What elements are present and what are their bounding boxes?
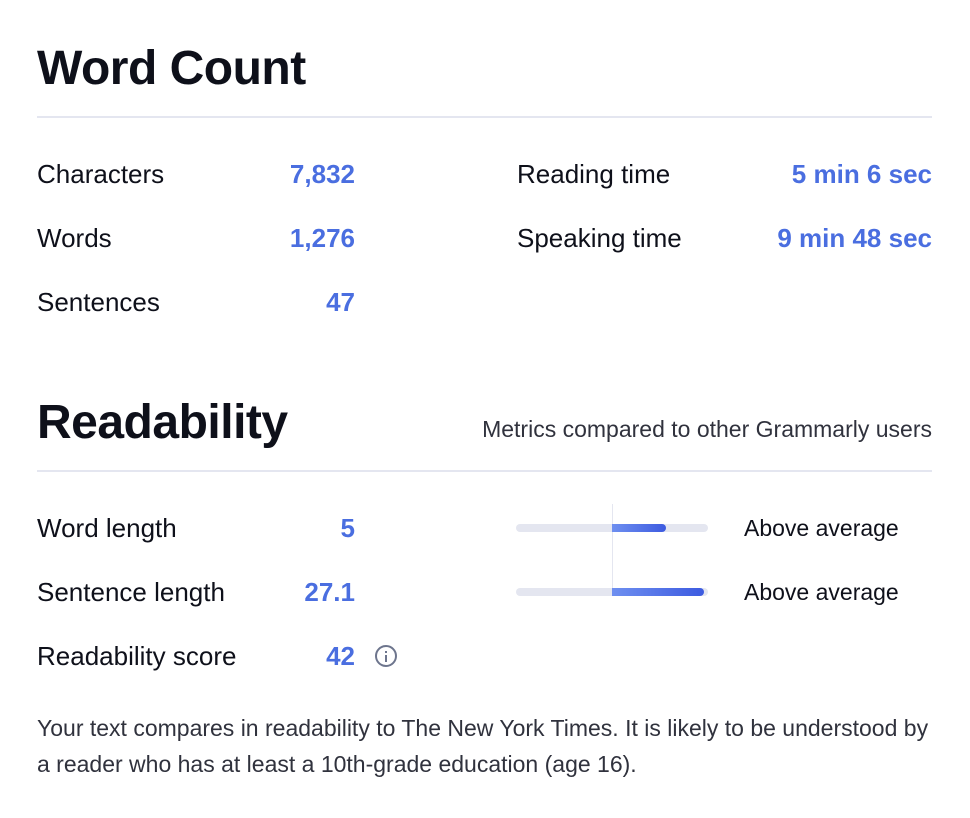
readability-description: Your text compares in readability to The…	[37, 715, 929, 777]
stat-row-reading-time: Reading time 5 min 6 sec	[517, 142, 932, 206]
metric-label: Word length	[37, 512, 177, 543]
stat-value: 7,832	[289, 158, 355, 189]
comparison-bar-fill	[612, 524, 666, 532]
metric-row-word-length: Word length 5 Above average	[37, 496, 932, 560]
word-count-title: Word Count	[37, 42, 306, 95]
average-marker-line	[612, 504, 613, 596]
word-count-stats: Characters 7,832 Words 1,276 Sentences 4…	[37, 118, 932, 334]
metric-value: 27.1	[304, 576, 355, 607]
stat-row-characters: Characters 7,832	[37, 142, 355, 206]
metric-label: Readability score	[37, 640, 237, 671]
readability-metrics: Word length 5 Above average Sentence len…	[37, 472, 932, 688]
stat-value: 47	[326, 286, 355, 317]
comparison-bar-fill	[612, 588, 704, 596]
metric-status: Above average	[744, 578, 899, 605]
stat-label: Characters	[37, 158, 165, 189]
word-count-left-column: Characters 7,832 Words 1,276 Sentences 4…	[37, 142, 355, 334]
word-count-header: Word Count	[37, 0, 932, 118]
metric-status: Above average	[744, 514, 899, 541]
stat-value: 1,276	[289, 222, 355, 253]
stat-value: 9 min 48 sec	[777, 222, 932, 253]
comparison-bar	[516, 524, 708, 532]
stat-row-speaking-time: Speaking time 9 min 48 sec	[517, 206, 932, 270]
readability-title: Readability	[37, 396, 288, 449]
stat-label: Words	[37, 222, 112, 253]
stat-label: Sentences	[37, 286, 160, 317]
info-icon[interactable]	[375, 645, 397, 667]
metric-row-readability-score: Readability score 42	[37, 624, 932, 688]
word-count-right-column: Reading time 5 min 6 sec Speaking time 9…	[517, 142, 932, 334]
comparison-bar	[516, 588, 708, 596]
metric-row-sentence-length: Sentence length 27.1 Above average	[37, 560, 932, 624]
stat-label: Reading time	[517, 158, 671, 189]
stat-row-words: Words 1,276	[37, 206, 355, 270]
metric-label: Sentence length	[37, 576, 225, 607]
readability-subtitle: Metrics compared to other Grammarly user…	[482, 416, 932, 442]
stat-value: 5 min 6 sec	[791, 158, 932, 189]
metric-value: 42	[326, 640, 355, 671]
stat-label: Speaking time	[517, 222, 682, 253]
metric-value: 5	[340, 512, 355, 543]
stat-row-sentences: Sentences 47	[37, 270, 355, 334]
readability-header: Readability Metrics compared to other Gr…	[37, 396, 932, 472]
